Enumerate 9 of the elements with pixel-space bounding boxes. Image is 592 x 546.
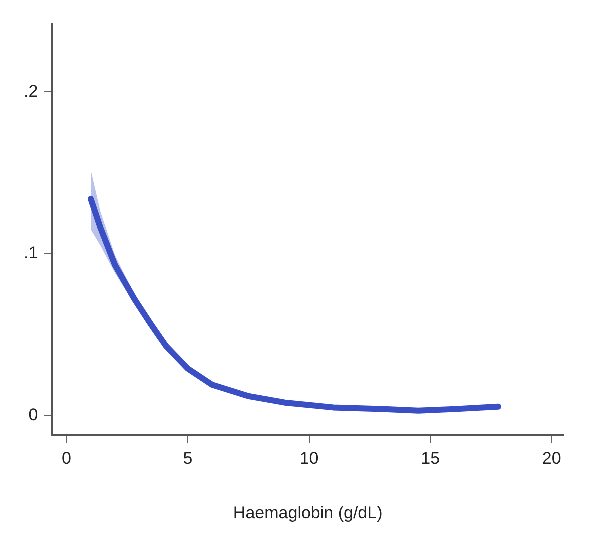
- x-tick-label: 0: [62, 449, 72, 468]
- x-tick-label: 5: [183, 449, 193, 468]
- x-tick-label: 15: [421, 449, 440, 468]
- y-tick-label: .2: [24, 82, 38, 101]
- x-tick-label: 20: [542, 449, 562, 468]
- x-axis-title: Haemaglobin (g/dL): [233, 503, 383, 522]
- y-tick-label: .1: [24, 244, 38, 263]
- y-tick-label: 0: [28, 405, 38, 424]
- x-tick-label: 10: [300, 449, 319, 468]
